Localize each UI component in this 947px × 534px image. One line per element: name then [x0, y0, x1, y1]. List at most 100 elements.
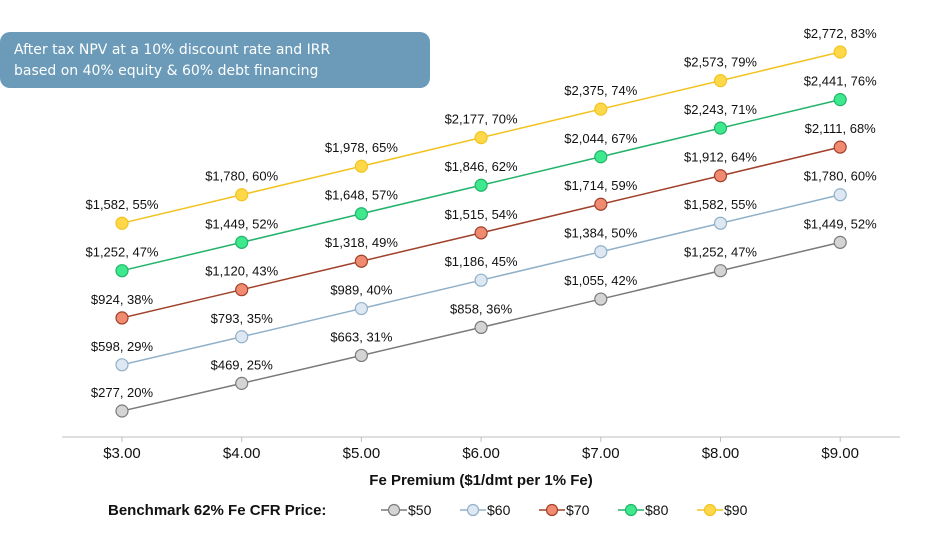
- x-tick-label: $9.00: [821, 445, 859, 462]
- data-point: [594, 292, 608, 306]
- x-axis-ticks: $3.00 $4.00 $5.00 $6.00 $7.00 $8.00 $9.00: [103, 437, 859, 462]
- data-label: $1,714, 59%: [564, 178, 637, 193]
- data-point: [235, 283, 249, 297]
- legend-item: $60: [460, 502, 511, 518]
- legend-label: $90: [724, 502, 748, 518]
- data-label: $1,318, 49%: [325, 235, 398, 250]
- data-point: [235, 235, 249, 249]
- data-point: [713, 264, 728, 278]
- data-label: $2,772, 83%: [804, 26, 877, 41]
- data-label: $2,573, 79%: [684, 55, 757, 70]
- series-2: $924, 38% $1,120, 43% $1,318, 49% $1,515, 5…: [91, 121, 877, 325]
- data-label: $2,441, 76%: [804, 74, 877, 89]
- legend-marker: [466, 503, 480, 517]
- x-tick-label: $4.00: [223, 445, 261, 462]
- legend-item: $90: [697, 502, 748, 518]
- data-label: $1,978, 65%: [325, 140, 398, 155]
- data-point: [115, 264, 129, 278]
- legend-marker: [545, 503, 559, 517]
- x-tick-label: $8.00: [702, 445, 740, 462]
- data-label: $1,648, 57%: [325, 188, 398, 203]
- x-tick-label: $6.00: [462, 445, 500, 462]
- legend-item: $50: [381, 502, 432, 518]
- data-label: $1,780, 60%: [804, 169, 877, 184]
- data-point: [115, 216, 129, 230]
- data-label: $1,449, 52%: [205, 216, 278, 231]
- data-point: [713, 121, 728, 135]
- data-label: $1,780, 60%: [205, 169, 278, 184]
- data-label: $1,912, 64%: [684, 150, 757, 165]
- data-point: [354, 301, 368, 316]
- data-point: [713, 216, 728, 230]
- data-point: [833, 188, 847, 202]
- legend-label: $80: [645, 502, 669, 518]
- data-point: [833, 140, 847, 154]
- data-point: [474, 178, 488, 192]
- data-label: $2,177, 70%: [445, 112, 518, 127]
- x-tick-label: $5.00: [343, 445, 381, 462]
- data-label: $1,846, 62%: [445, 159, 518, 174]
- data-label: $598, 29%: [91, 339, 154, 354]
- callout-line-1: After tax NPV at a 10% discount rate and…: [14, 42, 331, 58]
- data-point: [594, 150, 608, 164]
- data-label: $1,252, 47%: [684, 245, 757, 260]
- x-axis-title: Fe Premium ($1/dmt per 1% Fe): [369, 472, 592, 489]
- data-label: $858, 36%: [450, 301, 513, 316]
- legend: $50 $60 $70 $80 $90: [381, 502, 748, 518]
- data-label: $1,120, 43%: [205, 264, 278, 279]
- data-point: [594, 197, 608, 211]
- data-label: $2,111, 68%: [805, 121, 877, 136]
- data-label: $1,252, 47%: [85, 245, 158, 260]
- data-label: $2,243, 71%: [684, 102, 757, 117]
- data-point: [833, 93, 847, 107]
- data-label: $1,582, 55%: [684, 197, 757, 212]
- data-label: $2,044, 67%: [564, 131, 637, 146]
- data-label: $1,515, 54%: [445, 207, 518, 222]
- data-label: $1,055, 42%: [564, 273, 637, 288]
- data-point: [474, 320, 488, 335]
- data-point: [115, 311, 129, 325]
- legend-marker: [387, 503, 401, 517]
- data-point: [354, 254, 368, 268]
- legend-title: Benchmark 62% Fe CFR Price:: [108, 502, 326, 519]
- data-label: $663, 31%: [330, 329, 393, 344]
- x-tick-label: $7.00: [582, 445, 620, 462]
- data-label: $1,384, 50%: [564, 226, 637, 241]
- data-point: [833, 45, 847, 59]
- callout-line-2: based on 40% equity & 60% debt financing: [14, 63, 319, 79]
- data-point: [594, 245, 608, 259]
- data-label: $1,582, 55%: [85, 197, 158, 212]
- data-point: [713, 74, 728, 88]
- data-point: [115, 404, 129, 418]
- data-point: [713, 169, 728, 183]
- data-point: [235, 376, 249, 390]
- series-1: $598, 29% $793, 35% $989, 40% $1,186, 45% $1…: [91, 169, 877, 372]
- legend-label: $70: [566, 502, 590, 518]
- data-point: [474, 273, 488, 287]
- data-point: [115, 358, 129, 372]
- data-point: [833, 235, 847, 249]
- data-label: $2,375, 74%: [564, 83, 637, 98]
- data-label: $277, 20%: [91, 385, 154, 400]
- data-label: $989, 40%: [330, 283, 393, 298]
- data-point: [354, 207, 368, 221]
- series-4: $1,582, 55% $1,780, 60% $1,978, 65% $2,177,…: [85, 26, 877, 230]
- legend-item: $70: [539, 502, 590, 518]
- legend-label: $60: [487, 502, 511, 518]
- data-label: $1,449, 52%: [804, 216, 877, 231]
- data-point: [474, 131, 488, 145]
- legend-label: $50: [408, 502, 432, 518]
- data-label: $793, 35%: [211, 311, 274, 326]
- data-point: [354, 159, 368, 173]
- series-layer: $277, 20% $469, 25% $663, 31% $858, 36% $1,0…: [85, 26, 877, 418]
- data-label: $1,186, 45%: [445, 254, 518, 269]
- data-point: [474, 226, 488, 240]
- x-tick-label: $3.00: [103, 445, 141, 462]
- series-3: $1,252, 47% $1,449, 52% $1,648, 57% $1,846,…: [85, 74, 877, 278]
- series-0: $277, 20% $469, 25% $663, 31% $858, 36% $1,0…: [91, 216, 877, 418]
- data-label: $469, 25%: [211, 357, 274, 372]
- data-point: [354, 348, 368, 363]
- data-point: [235, 188, 249, 202]
- legend-marker: [703, 503, 717, 517]
